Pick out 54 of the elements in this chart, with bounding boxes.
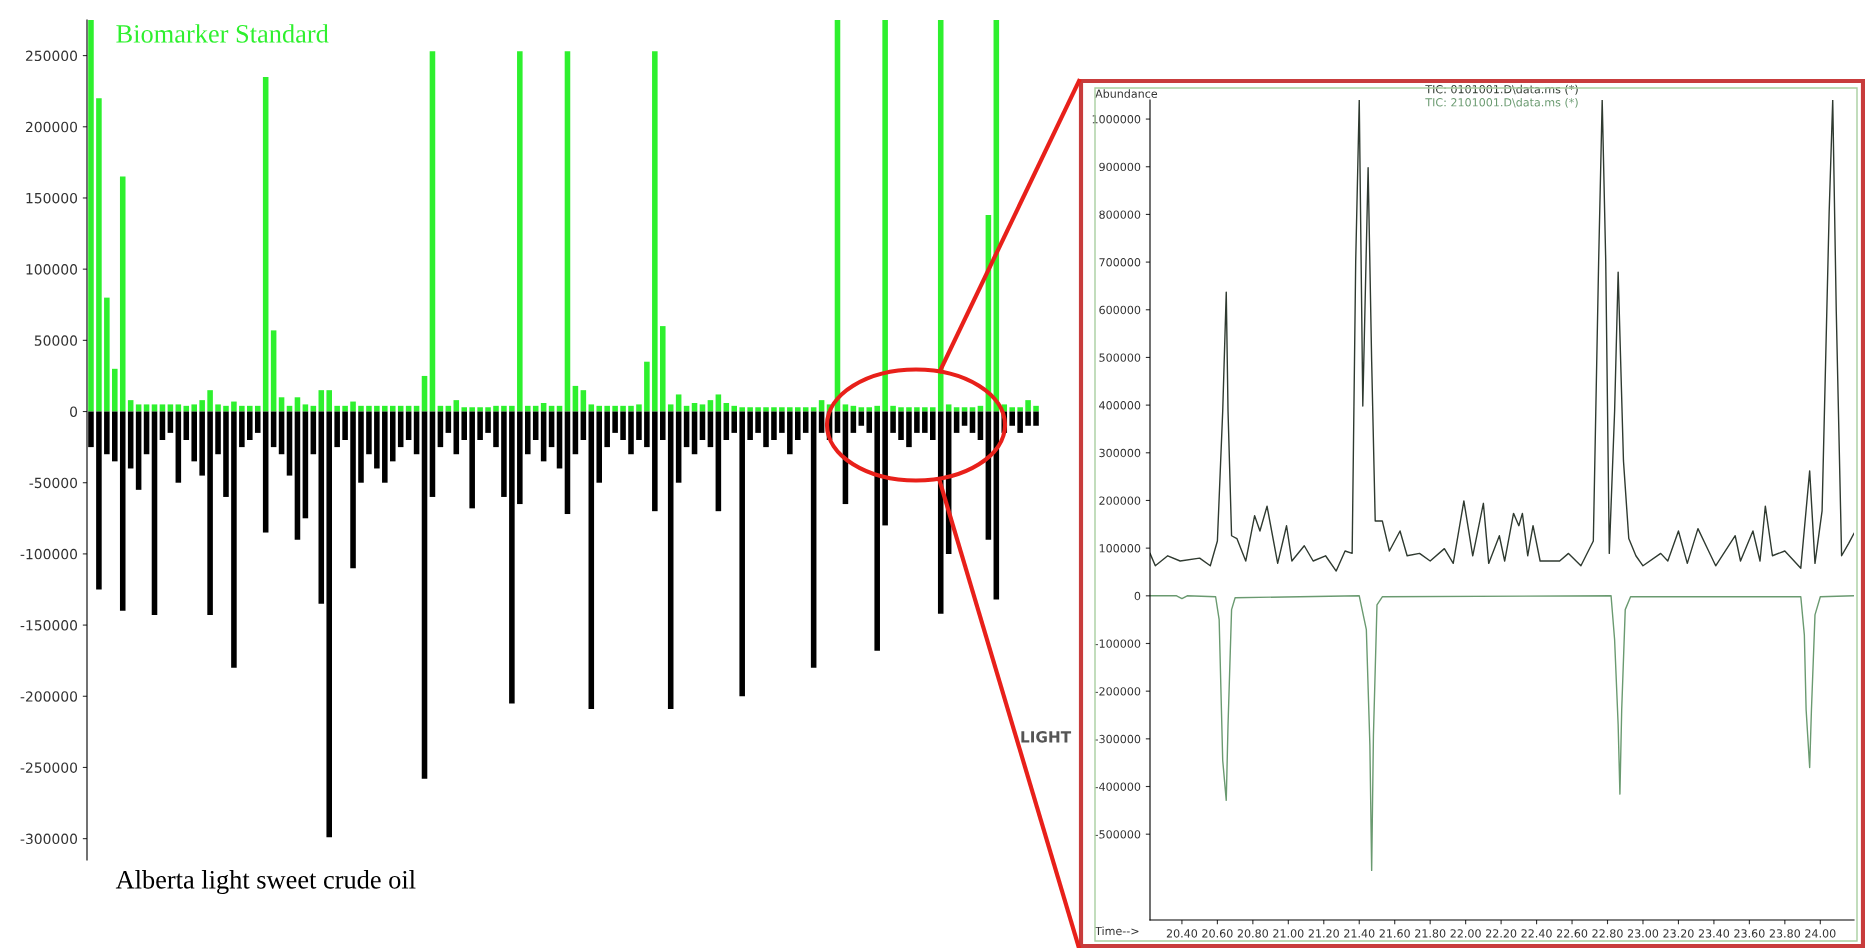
x-tick-label: 23.20	[1663, 929, 1694, 938]
y-tick-label: -100000	[20, 548, 78, 560]
text: TIC: 2101001.D\data.ms (*)	[1425, 97, 1578, 108]
y-tick-label: 700000	[1099, 258, 1141, 267]
y-tick-label: 100000	[26, 264, 78, 275]
y-tick-label: -200000	[20, 691, 78, 702]
y-tick-label: 100000	[1099, 544, 1141, 553]
x-tick-label: 23.80	[1769, 929, 1801, 938]
x-tick-label: 21.40	[1344, 929, 1375, 938]
x-tick-label: 21.80	[1415, 929, 1446, 938]
x-tick-label: 23.60	[1734, 929, 1765, 938]
y-tick-label: 0	[70, 406, 78, 417]
y-tick-label: 150000	[26, 192, 78, 204]
series-label: Biomarker Standard	[116, 24, 329, 43]
y-tick-label: -400000	[1095, 782, 1141, 791]
y-tick-label: -500000	[1095, 830, 1141, 839]
x-tick-label: 20.80	[1237, 929, 1269, 938]
y-tick-label: 400000	[1099, 401, 1141, 410]
x-tick-label: 22.20	[1486, 929, 1517, 938]
y-tick-label: -150000	[20, 620, 78, 631]
x-axis-title: Time-->	[1095, 926, 1139, 936]
y-tick-label: -300000	[1095, 734, 1141, 744]
text: Alberta light sweet crude oil	[115, 870, 416, 895]
x-tick-label: 23.00	[1627, 929, 1659, 938]
text: TIC: 0101001.D\data.ms (*)	[1425, 84, 1578, 95]
y-tick-label: 500000	[1099, 353, 1141, 362]
y-tick-label: 0	[1134, 591, 1141, 601]
y-tick-label: -250000	[20, 762, 78, 773]
y-tick-label: 200000	[25, 121, 78, 133]
annotation: LIGHT	[1021, 731, 1072, 743]
x-tick-label: 23.40	[1698, 929, 1730, 938]
y-tick-label: 1000000	[1092, 115, 1141, 124]
x-tick-label: 21.60	[1379, 929, 1410, 938]
y-tick-label: -300000	[20, 833, 78, 845]
y-tick-label: 800000	[1099, 210, 1141, 219]
y-tick-label: 200000	[1099, 496, 1141, 505]
y-tick-label: 900000	[1099, 162, 1141, 172]
y-tick-label: 600000	[1099, 305, 1141, 315]
y-tick-label: 50000	[34, 335, 78, 346]
x-tick-label: 20.40	[1166, 929, 1198, 938]
x-tick-label: 21.20	[1308, 929, 1339, 938]
x-tick-label: 20.60	[1202, 929, 1233, 938]
y-tick-label: -100000	[1095, 639, 1141, 648]
x-tick-label: 22.80	[1592, 929, 1623, 938]
y-tick-label: -200000	[1095, 687, 1141, 696]
x-tick-label: 21.00	[1273, 929, 1304, 938]
x-tick-label: 22.40	[1521, 929, 1552, 938]
y-axis-title: Abundance	[1095, 89, 1158, 98]
y-tick-label: 250000	[25, 50, 78, 62]
x-tick-label: 24.00	[1805, 929, 1836, 938]
x-tick-label: 22.60	[1556, 929, 1588, 938]
y-tick-label: 300000	[1099, 448, 1141, 458]
x-tick-label: 22.00	[1450, 929, 1481, 938]
y-tick-label: -50000	[29, 477, 78, 489]
